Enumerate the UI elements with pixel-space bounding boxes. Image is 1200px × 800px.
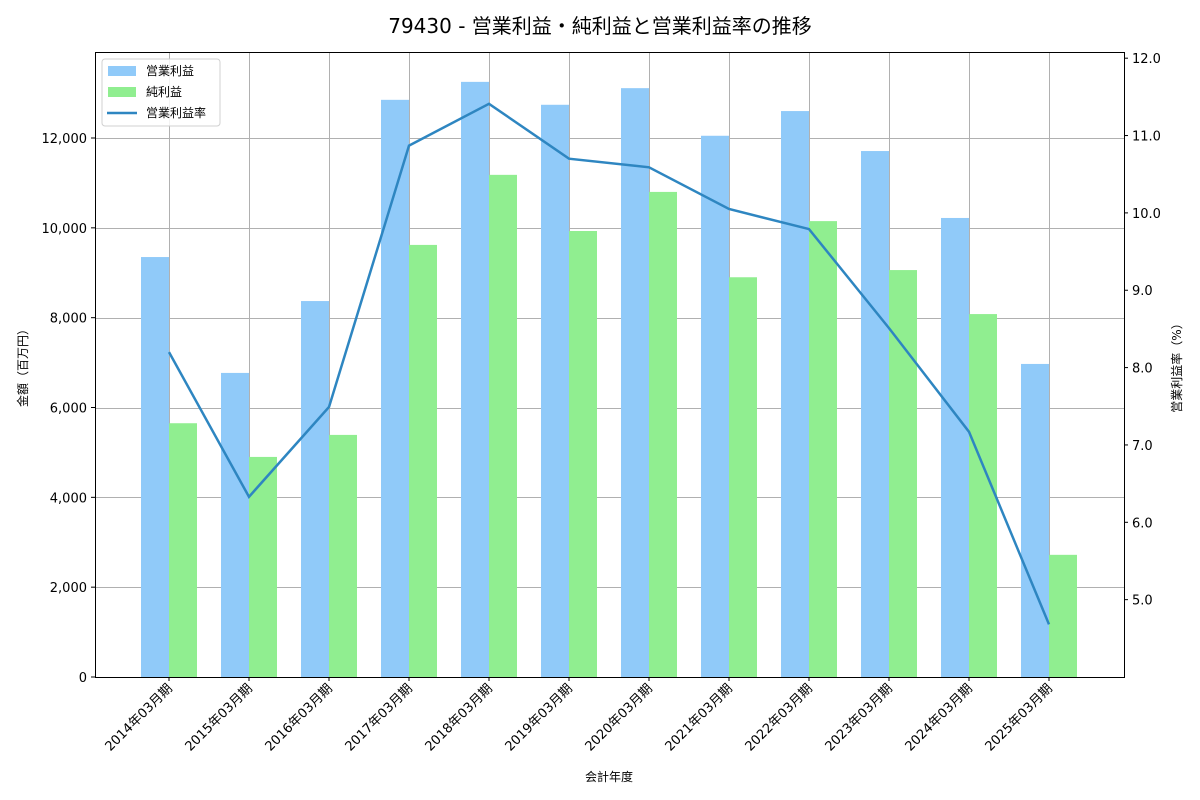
x-tick-label: 2018年03月期: [423, 681, 496, 754]
y-tick-label: 4,000: [50, 491, 87, 506]
net-profit-bar: [969, 314, 997, 677]
plot-frame: [95, 52, 1125, 678]
operating-profit-bar: [141, 257, 169, 677]
line-series: [167, 102, 1051, 625]
net-profit-bar: [889, 270, 917, 677]
operating-profit-bar: [861, 151, 889, 677]
y2-tick-label: 11.0: [1132, 130, 1161, 145]
x-tick-label: 2017年03月期: [343, 681, 416, 754]
operating-profit-bar: [701, 135, 729, 677]
x-tick-label: 2025年03月期: [983, 681, 1056, 754]
y-tick-label: 8,000: [50, 312, 87, 327]
net-profit-bar: [329, 434, 357, 677]
x-axis: 2014年03月期 2015年03月期 2016年03月期 2017年03月期 2018…: [103, 677, 1056, 755]
x-tick-label: 2020年03月期: [583, 681, 656, 754]
net-profit-bar: [249, 456, 277, 677]
net-profit-bar: [1049, 554, 1077, 677]
legend-item-label: 営業利益: [146, 64, 194, 78]
operating-profit-bar: [1021, 363, 1049, 677]
net-profit-bar: [409, 244, 437, 677]
y2-tick-label: 12.0: [1132, 52, 1161, 67]
net-profit-bar: [649, 191, 677, 677]
x-tick-label: 2022年03月期: [743, 681, 816, 754]
operating-profit-bar: [221, 372, 249, 677]
operating-profit-bar: [781, 111, 809, 677]
x-tick-label: 2024年03月期: [903, 681, 976, 754]
y2-tick-label: 9.0: [1132, 284, 1153, 299]
y-axis-label: 金額（百万円）: [15, 323, 30, 407]
y2-axis-label: 営業利益率（%）: [1169, 317, 1184, 412]
operating-profit-bar: [461, 81, 489, 678]
x-tick-label: 2016年03月期: [263, 681, 336, 754]
y2-tick-label: 6.0: [1132, 516, 1153, 531]
x-tick-label: 2021年03月期: [663, 681, 736, 754]
y2-tick-label: 8.0: [1132, 362, 1153, 377]
y2-tick-label: 5.0: [1132, 594, 1153, 609]
y-tick-label: 0: [79, 671, 87, 686]
left-axis: 0 2,000 4,000 6,000 8,000 10,000 12,000: [42, 132, 95, 686]
y2-tick-label: 7.0: [1132, 439, 1153, 454]
operating-margin-line: [167, 102, 1051, 625]
y-tick-label: 12,000: [42, 132, 88, 147]
x-axis-label: 会計年度: [585, 769, 633, 784]
net-profit-bar: [809, 221, 837, 677]
x-tick-label: 2015年03月期: [183, 681, 256, 754]
operating-profit-bar: [541, 104, 569, 678]
x-tick-label: 2023年03月期: [823, 681, 896, 754]
operating-profit-bar: [381, 99, 409, 677]
net-profit-bar: [169, 423, 197, 677]
y-tick-label: 2,000: [50, 581, 87, 596]
y2-tick-label: 10.0: [1132, 207, 1161, 222]
legend-item-label: 純利益: [146, 85, 182, 99]
y-tick-label: 10,000: [42, 222, 88, 237]
operating-profit-bar: [301, 301, 329, 677]
legend-item-label: 営業利益率: [146, 105, 206, 120]
right-axis: 5.0 6.0 7.0 8.0 9.0 10.0 11.0 12.0: [1124, 52, 1161, 609]
net-profit-bar: [489, 174, 517, 677]
net-profit-bar: [569, 230, 597, 677]
operating-profit-bar: [941, 217, 969, 677]
x-tick-label: 2019年03月期: [503, 681, 576, 754]
x-tick-label: 2014年03月期: [103, 681, 176, 754]
net-profit-bar: [729, 277, 757, 677]
bar-series: [141, 81, 1077, 678]
operating-profit-bar: [621, 88, 649, 677]
y-tick-label: 6,000: [50, 402, 87, 417]
chart-title: 79430 - 営業利益・純利益と営業利益率の推移: [388, 14, 812, 38]
